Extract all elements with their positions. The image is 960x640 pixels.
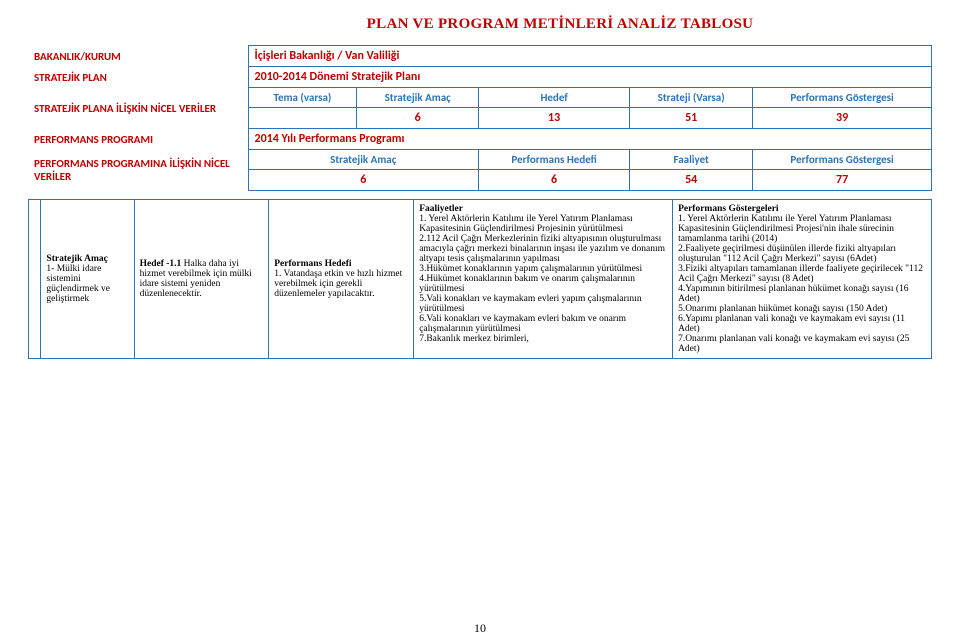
pg-line-5: 6.Yapımı planlanan vali konağı ve kaymak… xyxy=(678,314,905,334)
hdr2-faaliyet: Faaliyet xyxy=(630,150,753,170)
detail-blankcell xyxy=(29,200,41,359)
val2-amac: 6 xyxy=(248,170,479,191)
f-line-6: 7.Bakanlık merkez birimleri, xyxy=(419,334,529,344)
ph-head: Performans Hedefi xyxy=(274,259,351,269)
hdr-hedef: Hedef xyxy=(479,88,630,108)
value-bakanlik: İçişleri Bakanlığı / Van Valiliği xyxy=(248,46,932,67)
hdr-strateji: Strateji (Varsa) xyxy=(630,88,753,108)
f-head: Faaliyetler xyxy=(419,204,463,214)
val-tema xyxy=(248,108,357,129)
val2-ph: 6 xyxy=(479,170,630,191)
label-nicel-1: STRATEJİK PLANA İLİŞKİN NİCEL VERİLER xyxy=(28,88,248,129)
detail-col-perf-gostergeleri: Performans Göstergeleri 1. Yerel Aktörle… xyxy=(673,200,932,359)
detail-col-faaliyetler: Faaliyetler 1. Yerel Aktörlerin Katılımı… xyxy=(414,200,673,359)
pg-line-1: 2.Faaliyete geçirilmesi düşünülen illerd… xyxy=(678,244,896,264)
pg-line-3: 4.Yapımının bitirilmesi planlanan hüküme… xyxy=(678,284,908,304)
pg-head: Performans Göstergeleri xyxy=(678,204,779,214)
detail-col-perf-hedefi: Performans Hedefi 1. Vatandaşa etkin ve … xyxy=(269,200,414,359)
hdr-tema: Tema (varsa) xyxy=(248,88,357,108)
detail-col-hedef: Hedef -1.1 Halka daha iyi hizmet verebil… xyxy=(134,200,269,359)
label-bakanlik: BAKANLIK/KURUM xyxy=(28,46,248,67)
label-nicel-2: PERFORMANS PROGRAMINA İLİŞKİN NİCEL VERİ… xyxy=(28,150,248,191)
page-number: 10 xyxy=(474,621,486,636)
sa-body: 1- Mülki idare sistemini güçlendirmek ve… xyxy=(46,264,110,304)
label-perf-prog: PERFORMANS PROGRAMI xyxy=(28,129,248,150)
hdr2-ph: Performans Hedefi xyxy=(479,150,630,170)
hdr2-pg: Performans Göstergesi xyxy=(753,150,932,170)
pg-line-4: 5.Onarımı planlanan hükümet konağı sayıs… xyxy=(678,304,887,314)
hdr2-amac: Stratejik Amaç xyxy=(248,150,479,170)
ph-body: 1. Vatandaşa etkin ve hızlı hizmet vereb… xyxy=(274,269,402,299)
f-line-4: 5.Vali konakları ve kaymakam evleri yapı… xyxy=(419,294,641,314)
f-line-2: 3.Hükümet konaklarının yapım çalışmaları… xyxy=(419,264,642,274)
detail-col-stratejik-amac: Stratejik Amaç 1- Mülki idare sistemini … xyxy=(41,200,134,359)
val2-pg: 77 xyxy=(753,170,932,191)
value-stratejik-plan: 2010-2014 Dönemi Stratejik Planı xyxy=(248,67,932,88)
val-pg: 39 xyxy=(753,108,932,129)
val-strateji: 51 xyxy=(630,108,753,129)
meta-table: BAKANLIK/KURUM İçişleri Bakanlığı / Van … xyxy=(28,45,932,191)
detail-table: Stratejik Amaç 1- Mülki idare sistemini … xyxy=(28,199,932,359)
f-line-5: 6.Vali konakları ve kaymakam evleri bakı… xyxy=(419,314,626,334)
pg-line-6: 7.Onarımı planlanan vali konağı ve kayma… xyxy=(678,334,909,354)
val-amac: 6 xyxy=(357,108,479,129)
pg-line-2: 3.Fiziki altyapıları tamamlanan illerde … xyxy=(678,264,923,284)
sa-head: Stratejik Amaç xyxy=(46,254,107,264)
hdr-pg: Performans Göstergesi xyxy=(753,88,932,108)
hdr-amac: Stratejik Amaç xyxy=(357,88,479,108)
label-stratejik-plan: STRATEJİK PLAN xyxy=(28,67,248,88)
value-perf-prog: 2014 Yılı Performans Programı xyxy=(248,129,932,150)
f-line-0: 1. Yerel Aktörlerin Katılımı ile Yerel Y… xyxy=(419,214,632,234)
f-line-1: 2.112 Acil Çağrı Merkezlerinin fiziki al… xyxy=(419,234,665,264)
pg-line-0: 1. Yerel Aktörlerin Katılımı ile Yerel Y… xyxy=(678,214,894,244)
h-head: Hedef -1.1 xyxy=(140,259,182,269)
val-hedef: 13 xyxy=(479,108,630,129)
f-line-3: 4.Hükümet konaklarının bakım ve onarım ç… xyxy=(419,274,635,294)
page-title: PLAN VE PROGRAM METİNLERİ ANALİZ TABLOSU xyxy=(188,16,932,33)
val2-faaliyet: 54 xyxy=(630,170,753,191)
